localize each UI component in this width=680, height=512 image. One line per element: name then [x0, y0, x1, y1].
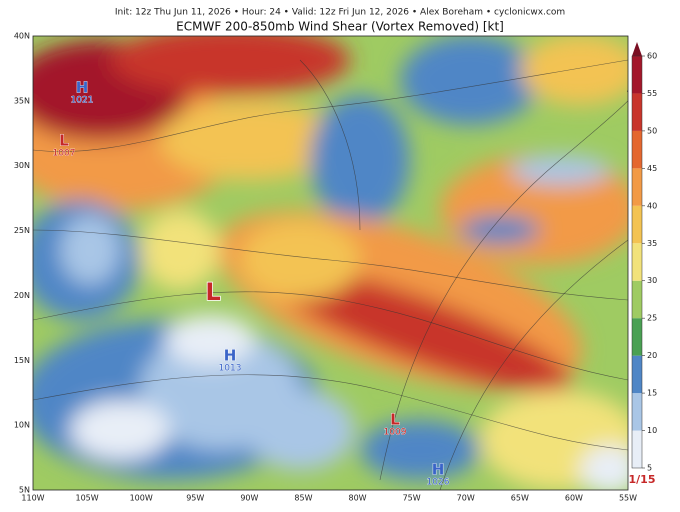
colorbar-tick-label: 20	[647, 351, 657, 360]
lon-label: 90W	[240, 494, 258, 503]
map-frame	[32, 35, 629, 491]
lat-label: 15N	[14, 356, 30, 365]
colorbar-segment	[632, 56, 642, 94]
lon-label: 65W	[511, 494, 529, 503]
pressure-letter: L	[59, 132, 69, 150]
lat-label: 10N	[14, 421, 30, 430]
pressure-letter: H	[432, 461, 445, 479]
colorbar-tick-label: 35	[647, 239, 657, 248]
lon-label: 75W	[403, 494, 421, 503]
lat-label: 25N	[14, 226, 30, 235]
lon-label: 80W	[348, 494, 366, 503]
colorbar-tick-label: 15	[647, 389, 657, 398]
colorbar: 5 10 15 20 25 30 35 40 45 50 55 60	[631, 42, 657, 473]
colorbar-tick-label: 60	[647, 52, 657, 61]
colorbar-segment	[632, 130, 642, 169]
lon-label: 85W	[294, 494, 312, 503]
lat-label: 20N	[14, 291, 30, 300]
pressure-value: 1013	[219, 364, 242, 374]
colorbar-tick-label: 50	[647, 126, 657, 135]
colorbar-segment	[632, 168, 642, 206]
lat-label: 40N	[14, 32, 30, 41]
colorbar-segment	[632, 93, 642, 131]
lon-label: 105W	[75, 494, 98, 503]
lon-label: 60W	[565, 494, 583, 503]
lon-label: 110W	[21, 494, 44, 503]
pressure-letter: H	[224, 347, 237, 365]
colorbar-segment	[632, 243, 642, 281]
colorbar-segment	[632, 205, 642, 244]
pressure-value: 1009	[384, 428, 407, 438]
lat-label: 35N	[14, 96, 30, 105]
map-title: ECMWF 200-850mb Wind Shear (Vortex Remov…	[176, 20, 504, 34]
lat-label: 5N	[19, 486, 30, 495]
pressure-value: 1007	[53, 149, 76, 159]
colorbar-tick-label: 45	[647, 164, 657, 173]
colorbar-tick-label: 30	[647, 276, 657, 285]
colorbar-segment	[632, 393, 642, 431]
lat-label: 30N	[14, 161, 30, 170]
frame-label: 1/15	[629, 473, 656, 486]
lon-label: 100W	[130, 494, 153, 503]
colorbar-segment	[632, 430, 642, 468]
colorbar-tick-label: 5	[647, 464, 652, 473]
pressure-value: 1021	[71, 96, 94, 106]
pressure-letter: H	[76, 79, 89, 97]
lon-label: 95W	[186, 494, 204, 503]
colorbar-tick-label: 25	[647, 314, 657, 323]
colorbar-tick-label: 10	[647, 426, 657, 435]
colorbar-cap	[632, 42, 642, 56]
colorbar-segment	[632, 318, 642, 356]
pressure-letter: L	[390, 411, 400, 429]
header-info: Init: 12z Thu Jun 11, 2026 • Hour: 24 • …	[115, 8, 565, 18]
lon-label: 70W	[457, 494, 475, 503]
pressure-letter: L	[205, 278, 220, 306]
colorbar-tick-label: 55	[647, 89, 657, 98]
pressure-value: 1026	[427, 478, 450, 488]
shear-field	[33, 36, 628, 490]
colorbar-frame	[631, 55, 643, 469]
colorbar-segment	[632, 280, 642, 319]
colorbar-tick-label: 40	[647, 201, 657, 210]
lon-label: 55W	[619, 494, 637, 503]
colorbar-segment	[632, 355, 642, 394]
